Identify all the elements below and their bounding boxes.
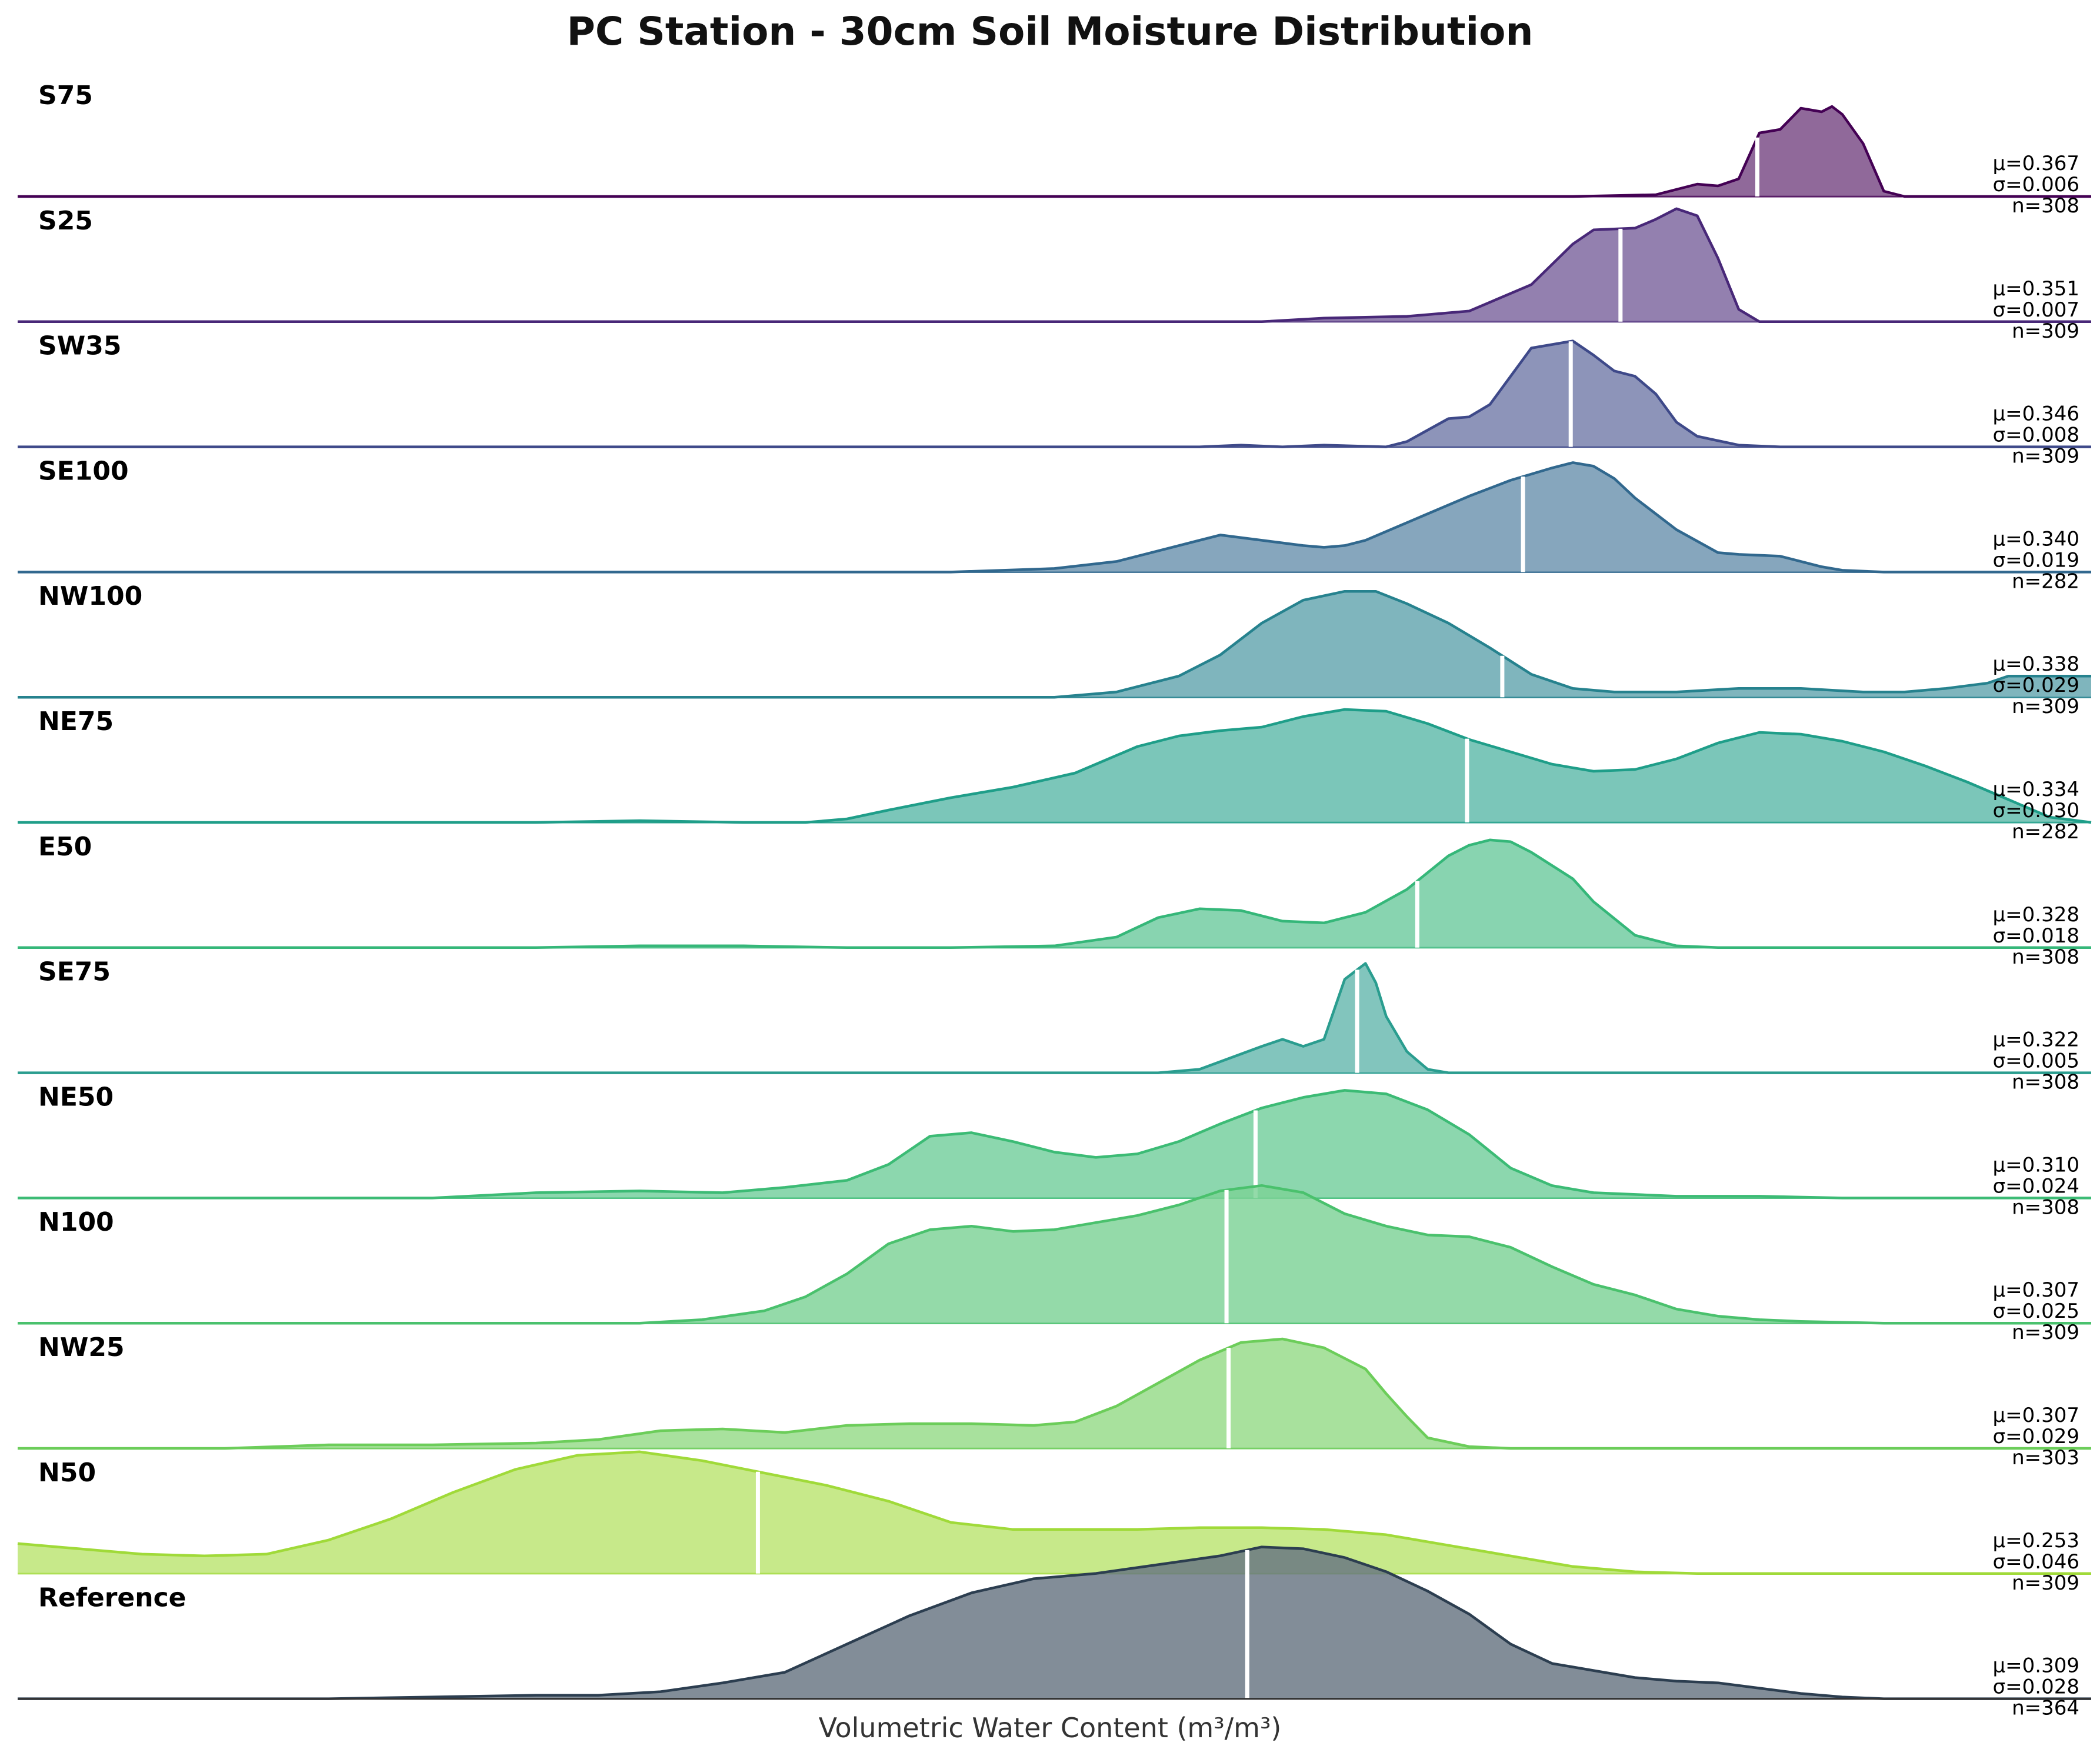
count-stat: n=282 (2012, 569, 2079, 593)
density-line (18, 589, 2091, 699)
ridge-label: S75 (38, 81, 93, 111)
std-stat: σ=0.019 (1993, 548, 2079, 572)
mean-stat: μ=0.310 (1993, 1153, 2079, 1177)
density-line (18, 838, 2091, 950)
std-stat: σ=0.005 (1993, 1050, 2079, 1073)
count-stat: n=282 (2012, 820, 2079, 844)
x-axis-label: Volumetric Water Content (m³/m³) (819, 1712, 1282, 1744)
density-line (18, 207, 2091, 324)
count-stat: n=309 (2012, 319, 2079, 343)
density-area (18, 1451, 2091, 1574)
std-stat: σ=0.025 (1993, 1300, 2079, 1323)
ridge-label: N100 (38, 1207, 114, 1237)
mean-stat: μ=0.351 (1993, 277, 2079, 301)
std-stat: σ=0.018 (1993, 924, 2079, 948)
density-line (18, 1184, 2091, 1325)
std-stat: σ=0.046 (1993, 1550, 2079, 1574)
density-line (18, 461, 2091, 574)
ridge-label: Reference (38, 1583, 186, 1613)
density-area (18, 341, 2091, 447)
mean-stat: μ=0.309 (1993, 1654, 2079, 1678)
density-line (17, 1450, 2091, 1575)
density-line (18, 1545, 2091, 1700)
density-area (18, 709, 2091, 822)
density-area (18, 462, 2091, 572)
std-stat: σ=0.024 (1993, 1174, 2079, 1198)
density-line (18, 708, 2092, 824)
density-line (18, 1337, 2091, 1450)
std-stat: σ=0.029 (1993, 674, 2079, 697)
std-stat: σ=0.029 (1993, 1425, 2079, 1448)
count-stat: n=309 (2012, 445, 2079, 468)
density-area (18, 208, 2091, 322)
ridge-label: SE100 (38, 456, 129, 486)
std-stat: σ=0.008 (1993, 424, 2079, 447)
count-stat: n=364 (2012, 1697, 2079, 1720)
mean-stat: μ=0.322 (1993, 1028, 2079, 1052)
density-line (18, 1089, 2091, 1200)
mean-stat: μ=0.307 (1993, 1404, 2079, 1427)
count-stat: n=303 (2012, 1446, 2079, 1470)
mean-stat: μ=0.307 (1993, 1278, 2079, 1302)
count-stat: n=309 (2012, 1321, 2079, 1344)
count-stat: n=309 (2012, 1571, 2079, 1595)
ridge-label: N50 (38, 1458, 96, 1488)
ridge-label: NW25 (38, 1332, 125, 1362)
mean-stat: μ=0.253 (1993, 1529, 2079, 1553)
ridge-label: NW100 (38, 581, 142, 611)
mean-stat: μ=0.334 (1993, 778, 2079, 801)
std-stat: σ=0.007 (1993, 298, 2079, 322)
chart-title: PC Station - 30cm Soil Moisture Distribu… (567, 9, 1534, 54)
ridge-label: E50 (38, 832, 92, 862)
mean-stat: μ=0.346 (1993, 402, 2079, 426)
density-area (18, 839, 2091, 948)
std-stat: σ=0.006 (1993, 173, 2079, 196)
density-line (18, 339, 2091, 448)
density-line (18, 105, 2091, 198)
ridge-label: NE75 (38, 707, 114, 737)
density-area (18, 1090, 2091, 1198)
std-stat: σ=0.030 (1993, 799, 2079, 822)
density-area (18, 1339, 2091, 1448)
density-area (18, 1185, 2091, 1324)
ridge-label: NE50 (38, 1082, 114, 1112)
mean-stat: μ=0.340 (1993, 527, 2079, 551)
count-stat: n=308 (2012, 1071, 2079, 1094)
count-stat: n=308 (2012, 194, 2079, 218)
ridge-label: SE75 (38, 957, 111, 987)
ridge-label: SW35 (38, 331, 121, 361)
count-stat: n=309 (2012, 695, 2079, 718)
density-area (18, 1547, 2091, 1699)
std-stat: σ=0.028 (1993, 1675, 2079, 1699)
ridges-layer: S75μ=0.367σ=0.006n=308S25μ=0.351σ=0.007n… (17, 81, 2092, 1720)
ridge-label: S25 (38, 206, 93, 236)
mean-stat: μ=0.367 (1993, 152, 2079, 175)
count-stat: n=308 (2012, 945, 2079, 969)
mean-stat: μ=0.338 (1993, 652, 2079, 676)
mean-stat: μ=0.328 (1993, 903, 2079, 927)
count-stat: n=308 (2012, 1195, 2079, 1219)
